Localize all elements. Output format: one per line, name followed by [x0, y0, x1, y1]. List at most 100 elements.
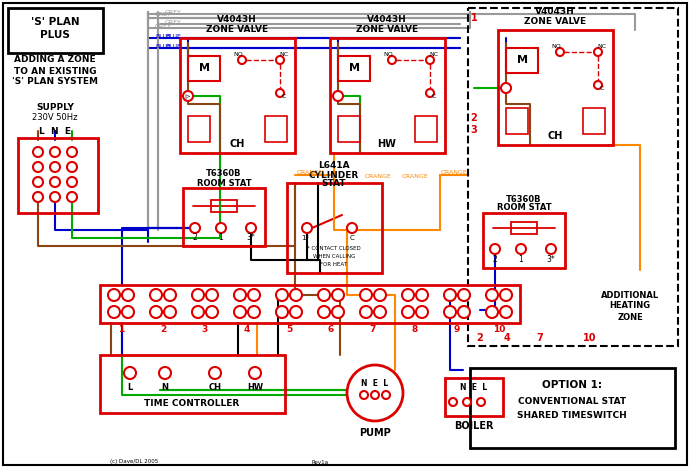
Circle shape	[50, 192, 60, 202]
Circle shape	[416, 306, 428, 318]
Text: V4043H: V4043H	[535, 7, 575, 16]
Circle shape	[360, 289, 372, 301]
Text: ZONE VALVE: ZONE VALVE	[524, 17, 586, 27]
Text: HEATING: HEATING	[609, 301, 651, 310]
Circle shape	[402, 306, 414, 318]
Text: CYLINDER: CYLINDER	[309, 170, 359, 180]
Text: STAT: STAT	[322, 180, 346, 189]
Circle shape	[594, 81, 602, 89]
Bar	[506, 108, 528, 134]
Circle shape	[209, 367, 221, 379]
Text: 1: 1	[471, 13, 477, 23]
Circle shape	[444, 306, 456, 318]
Circle shape	[332, 289, 344, 301]
Circle shape	[50, 147, 60, 157]
Text: 3*: 3*	[546, 255, 555, 263]
Text: ROOM STAT: ROOM STAT	[497, 204, 551, 212]
Circle shape	[360, 391, 368, 399]
Text: M: M	[517, 55, 527, 65]
Bar	[287, 183, 382, 273]
Circle shape	[382, 391, 390, 399]
Text: BLUE: BLUE	[165, 44, 181, 49]
Circle shape	[347, 365, 403, 421]
Circle shape	[347, 223, 357, 233]
Text: ROOM STAT: ROOM STAT	[197, 178, 251, 188]
Text: ORANGE: ORANGE	[297, 170, 324, 176]
Circle shape	[444, 289, 456, 301]
Text: GREY: GREY	[165, 20, 182, 24]
Bar	[445, 378, 503, 416]
Circle shape	[458, 289, 470, 301]
Text: TO AN EXISTING: TO AN EXISTING	[14, 66, 96, 75]
Text: 4: 4	[504, 333, 511, 343]
Bar	[498, 30, 613, 145]
Circle shape	[206, 289, 218, 301]
Circle shape	[248, 289, 260, 301]
Circle shape	[477, 398, 485, 406]
Text: 2: 2	[193, 234, 197, 242]
Circle shape	[276, 56, 284, 64]
Circle shape	[67, 162, 77, 172]
Text: NC: NC	[279, 51, 288, 57]
Text: CH: CH	[208, 383, 221, 393]
Circle shape	[302, 223, 312, 233]
Circle shape	[164, 289, 176, 301]
Text: V4043H: V4043H	[367, 15, 407, 24]
Text: ZONE VALVE: ZONE VALVE	[206, 25, 268, 35]
Text: M: M	[199, 63, 210, 73]
Bar	[583, 108, 605, 134]
Text: SHARED TIMESWITCH: SHARED TIMESWITCH	[517, 411, 627, 421]
Text: ORANGE: ORANGE	[402, 174, 428, 178]
Text: 1: 1	[519, 255, 524, 263]
Text: 7: 7	[370, 324, 376, 334]
Text: 10: 10	[493, 324, 505, 334]
Circle shape	[546, 244, 556, 254]
Text: 10: 10	[583, 333, 597, 343]
Text: 2: 2	[493, 255, 497, 263]
Circle shape	[124, 367, 136, 379]
Bar	[183, 188, 265, 246]
Text: BLUE: BLUE	[155, 34, 171, 38]
Text: ZONE: ZONE	[617, 313, 643, 322]
Circle shape	[190, 223, 200, 233]
Text: 2: 2	[471, 113, 477, 123]
Circle shape	[122, 306, 134, 318]
Circle shape	[458, 306, 470, 318]
Circle shape	[318, 306, 330, 318]
Circle shape	[108, 289, 120, 301]
Bar	[483, 213, 565, 268]
Circle shape	[490, 244, 500, 254]
Text: * CONTACT CLOSED: * CONTACT CLOSED	[307, 246, 361, 250]
Text: HW: HW	[377, 139, 397, 149]
Text: N: N	[161, 383, 168, 393]
Circle shape	[50, 162, 60, 172]
Bar	[338, 116, 360, 142]
Bar	[188, 56, 220, 81]
Text: 2: 2	[477, 333, 484, 343]
Bar	[468, 8, 678, 346]
Circle shape	[67, 147, 77, 157]
Text: 230V 50Hz: 230V 50Hz	[32, 114, 78, 123]
Bar	[415, 116, 437, 142]
Text: NO: NO	[233, 51, 243, 57]
Circle shape	[290, 306, 302, 318]
Circle shape	[276, 289, 288, 301]
Bar	[506, 48, 538, 73]
Circle shape	[248, 306, 260, 318]
Text: ORANGE: ORANGE	[364, 174, 391, 178]
Circle shape	[360, 306, 372, 318]
Text: C: C	[282, 94, 286, 98]
Text: 4: 4	[244, 324, 250, 334]
Circle shape	[486, 289, 498, 301]
Circle shape	[371, 391, 379, 399]
Circle shape	[426, 56, 434, 64]
Text: 1: 1	[118, 324, 124, 334]
Text: NC: NC	[598, 44, 607, 49]
Text: BLUE: BLUE	[155, 44, 171, 49]
Circle shape	[449, 398, 457, 406]
Text: 3: 3	[471, 125, 477, 135]
Text: C: C	[600, 86, 604, 90]
Bar	[470, 368, 675, 448]
Circle shape	[486, 306, 498, 318]
Circle shape	[192, 289, 204, 301]
